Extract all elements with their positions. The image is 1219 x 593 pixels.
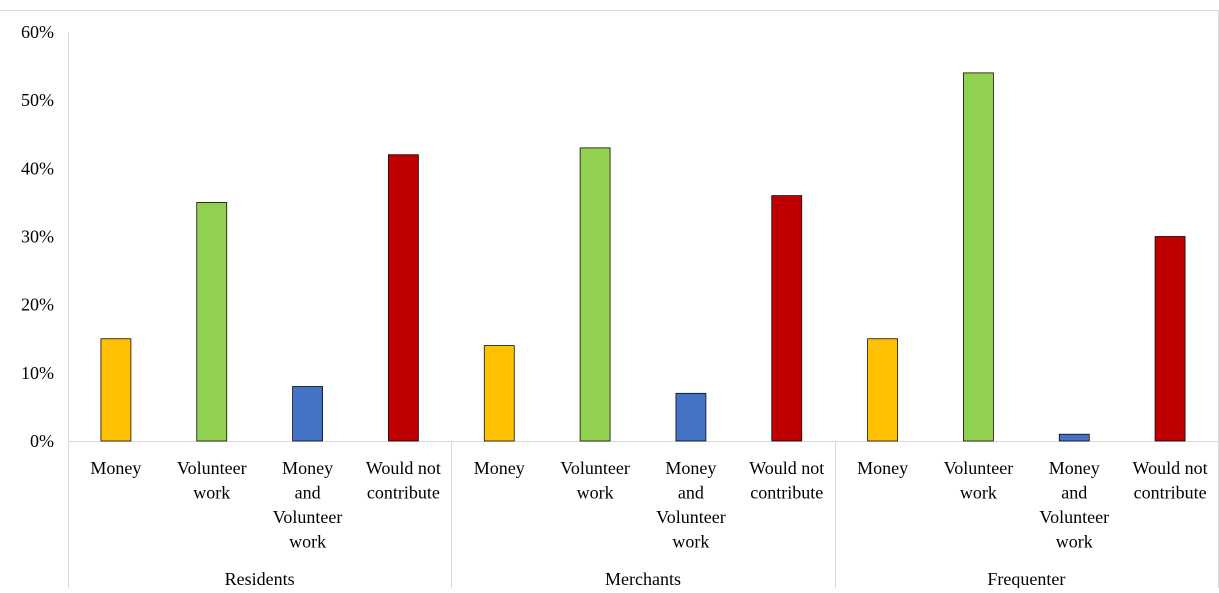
- category-label: work: [577, 483, 614, 503]
- category-label: contribute: [367, 483, 440, 503]
- y-tick-label: 10%: [21, 363, 54, 383]
- y-tick-label: 20%: [21, 295, 54, 315]
- bar: [867, 338, 898, 442]
- category-label: Volunteer: [1039, 507, 1109, 527]
- bar: [1058, 433, 1090, 442]
- bar: [483, 345, 515, 442]
- category-label: work: [672, 532, 709, 552]
- category-label: work: [193, 483, 230, 503]
- bars: [100, 72, 1186, 442]
- category-label: Money: [665, 458, 716, 478]
- category-label: Would not: [1133, 458, 1208, 478]
- category-label: Volunteer: [560, 458, 630, 478]
- category-label: Money: [282, 458, 333, 478]
- axis-labels: 0% 10% 20% 30% 40% 50% 60% Money Volunteer work Mo…: [21, 22, 1208, 589]
- category-label: contribute: [750, 483, 823, 503]
- bar: [579, 147, 611, 442]
- bar: [196, 202, 228, 442]
- category-label: and: [295, 483, 321, 503]
- category-label: and: [1061, 483, 1087, 503]
- category-label: and: [678, 483, 704, 503]
- category-label: contribute: [1134, 483, 1207, 503]
- category-label: work: [1056, 532, 1093, 552]
- category-label: Volunteer: [177, 458, 247, 478]
- category-label: work: [289, 532, 326, 552]
- bar: [1154, 236, 1186, 442]
- category-label: Would not: [366, 458, 441, 478]
- bar: [100, 338, 132, 442]
- category-label: Would not: [749, 458, 824, 478]
- group-label: Residents: [225, 569, 295, 588]
- category-label: Money: [90, 458, 141, 478]
- category-label: Money: [474, 458, 525, 478]
- category-label: Volunteer: [656, 507, 726, 527]
- bar: [771, 195, 803, 442]
- y-tick-label: 60%: [21, 22, 54, 42]
- bar: [963, 72, 994, 442]
- category-label: work: [960, 483, 997, 503]
- y-tick-label: 0%: [30, 431, 54, 451]
- group-label: Frequenter: [987, 569, 1065, 588]
- category-label: Volunteer: [273, 507, 343, 527]
- y-tick-label: 40%: [21, 158, 54, 178]
- bar: [675, 392, 707, 442]
- y-tick-label: 50%: [21, 90, 54, 110]
- category-label: Volunteer: [944, 458, 1014, 478]
- y-tick-label: 30%: [21, 227, 54, 247]
- category-label: Money: [1049, 458, 1100, 478]
- group-label: Merchants: [605, 569, 681, 588]
- category-label: Money: [857, 458, 908, 478]
- bar: [388, 154, 419, 442]
- bar: [292, 386, 323, 442]
